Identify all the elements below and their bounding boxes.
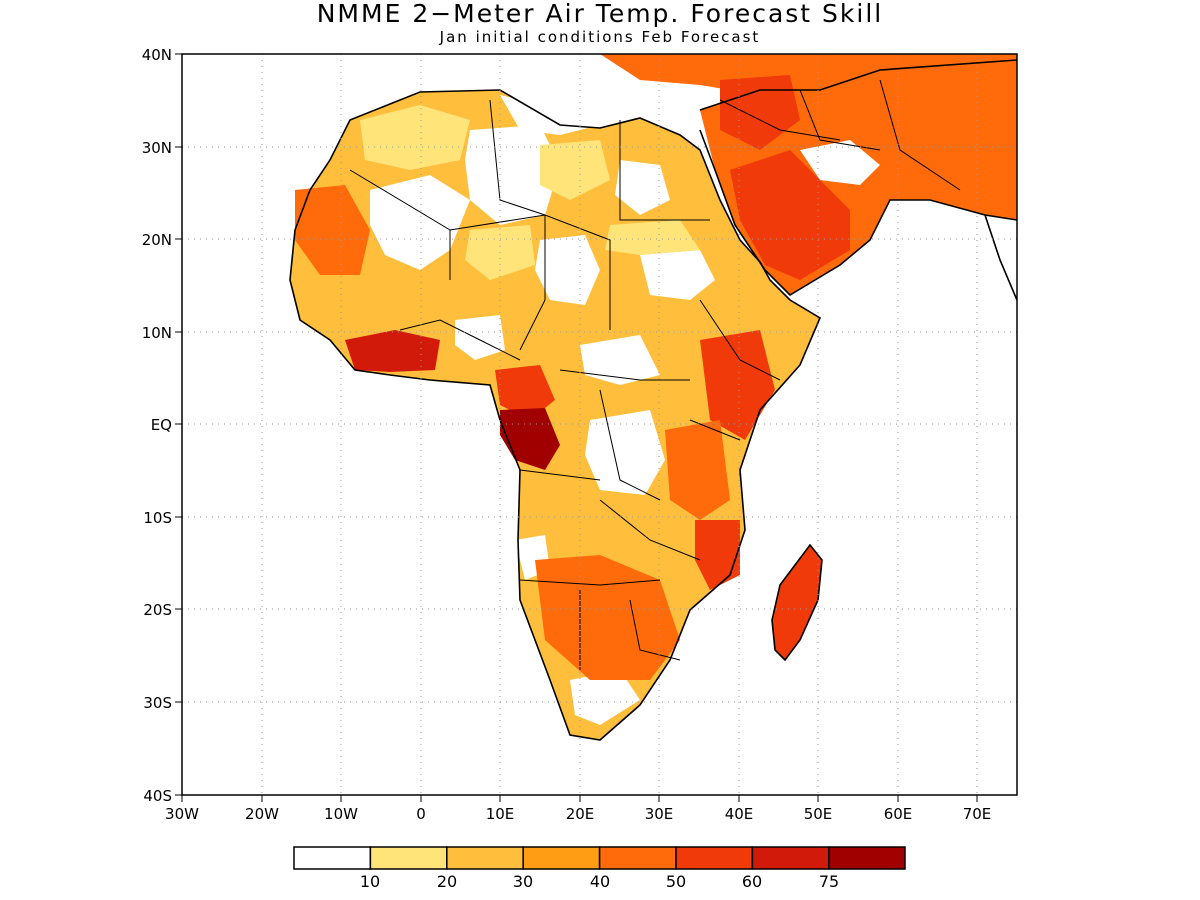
- low-skill-sudan: [640, 250, 715, 300]
- x-tick-label: 30W: [165, 805, 199, 823]
- high-skill-iraq: [720, 75, 800, 150]
- colorbar-swatch: [522, 846, 601, 870]
- x-tick-label: 60E: [884, 805, 913, 823]
- colorbar: [293, 846, 906, 870]
- high-skill-west-sahara: [295, 185, 370, 275]
- y-tick-label: 30S: [143, 694, 172, 712]
- x-tick-label: 70E: [963, 805, 992, 823]
- india-coastline: [984, 214, 1017, 301]
- y-tick-label: 10S: [143, 509, 172, 527]
- colorbar-label: 30: [512, 872, 534, 891]
- high-skill-iran: [870, 80, 1017, 190]
- high-skill-gulf-of-guinea: [345, 330, 440, 372]
- x-tick-label: 20E: [566, 805, 595, 823]
- low-skill-congo: [585, 410, 665, 495]
- country-borders: [349, 79, 961, 670]
- high-skill-mozambique: [695, 520, 740, 590]
- north-strip: [600, 54, 1017, 95]
- high-skill-east-africa: [700, 330, 775, 440]
- high-skill-southern-africa: [535, 555, 680, 680]
- skill-10-20-north: [360, 105, 470, 170]
- y-tick-labels: 40N 30N 20N 10N EQ 10S 20S 30S 40S: [142, 46, 172, 805]
- skill-10-20-sudan: [605, 220, 700, 255]
- y-tick-label: 40N: [142, 46, 172, 64]
- coastlines: [289, 59, 1017, 741]
- x-tick-label: 10W: [324, 805, 358, 823]
- low-skill-chad: [535, 235, 600, 305]
- colorbar-label: 50: [665, 872, 687, 891]
- map-title: NMME 2−Meter Air Temp. Forecast Skill: [316, 0, 884, 28]
- skill-shading: [290, 54, 1017, 740]
- colorbar-swatch: [369, 846, 448, 870]
- y-tick-label: 40S: [143, 787, 172, 805]
- x-tick-label: 50E: [804, 805, 833, 823]
- y-tick-label: EQ: [151, 416, 172, 434]
- y-tick-label: 10N: [142, 324, 172, 342]
- colorbar-swatch: [293, 846, 372, 870]
- madagascar-coastline: [771, 543, 823, 662]
- colorbar-label: 75: [818, 872, 840, 891]
- colorbar-swatch: [675, 846, 754, 870]
- low-skill-nigeria: [455, 315, 505, 360]
- colorbar-label: 60: [741, 872, 763, 891]
- arabia-coastline: [699, 59, 1017, 297]
- madagascar-land: [772, 545, 822, 660]
- colorbar-swatch: [828, 846, 906, 870]
- x-tick-labels: 30W 20W 10W 0 10E 20E 30E 40E 50E 60E 70…: [165, 805, 991, 823]
- y-tick-label: 20S: [143, 601, 172, 619]
- x-tick-label: 10E: [486, 805, 515, 823]
- low-skill-south-africa: [570, 670, 640, 725]
- low-skill-sahara-central: [465, 125, 560, 225]
- high-skill-gabon: [500, 408, 560, 470]
- x-tick-label: 20W: [245, 805, 279, 823]
- high-skill-cameroon: [495, 365, 555, 420]
- x-tick-label: 40E: [725, 805, 754, 823]
- x-tick-label: 30E: [645, 805, 674, 823]
- colorbar-label: 40: [589, 872, 611, 891]
- y-tick-label: 30N: [142, 139, 172, 157]
- high-skill-kenya: [665, 420, 730, 520]
- tick-marks: [175, 53, 978, 802]
- colorbar-swatch: [598, 846, 677, 870]
- colorbar-label: 10: [359, 872, 381, 891]
- x-tick-label: 0: [416, 805, 426, 823]
- low-skill-central-african: [580, 335, 660, 385]
- colorbar-label: 20: [436, 872, 458, 891]
- low-skill-libya: [615, 160, 670, 215]
- colorbar-swatch: [446, 846, 524, 870]
- low-skill-sahara-west: [370, 175, 470, 270]
- africa-coastline: [289, 89, 822, 741]
- map-subtitle: Jan initial conditions Feb Forecast: [439, 28, 761, 46]
- low-skill-arabia-gulf: [800, 140, 880, 185]
- colorbar-swatch: [751, 846, 830, 870]
- y-tick-label: 20N: [142, 231, 172, 249]
- skill-10-20-libya: [540, 140, 610, 200]
- high-skill-arabia: [730, 150, 850, 280]
